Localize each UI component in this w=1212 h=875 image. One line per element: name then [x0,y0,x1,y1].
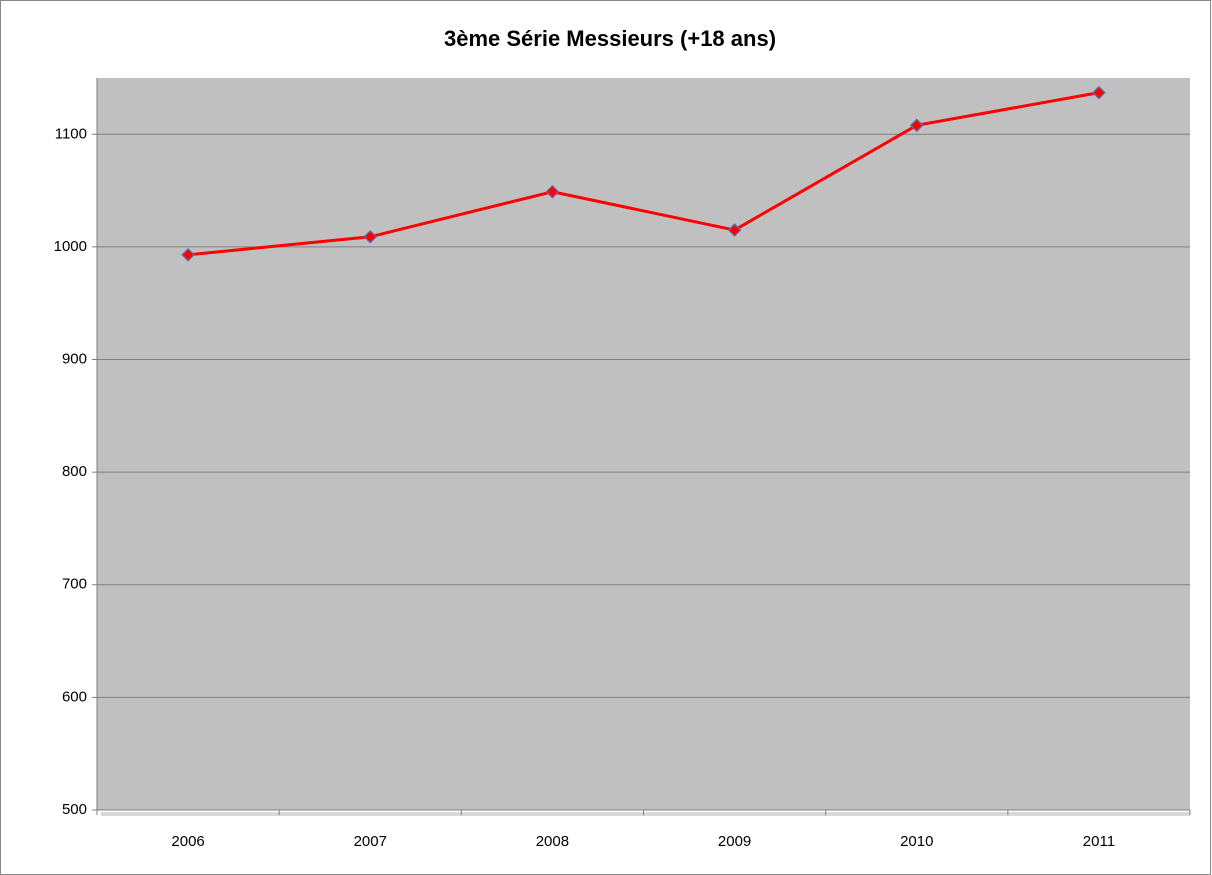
marker [909,118,924,133]
x-tick-label: 2008 [536,833,569,850]
x-tick-label: 2006 [171,833,204,850]
marker [181,247,195,262]
x-tick-label: 2010 [900,833,933,850]
plot-area [97,78,1190,810]
marker [727,223,742,237]
y-tick-label: 900 [62,351,87,368]
y-tick-label: 800 [62,463,87,480]
x-tick-label: 2009 [718,833,751,850]
chart-title: 3ème Série Messieurs (+18 ans) [444,26,776,51]
y-tick-label: 500 [62,801,87,818]
marker [1092,85,1106,100]
y-tick-label: 1100 [55,125,87,142]
x-tick-label: 2011 [1083,833,1115,850]
line [187,91,1100,257]
y-tick-label: 700 [62,576,87,593]
y-tick-label: 600 [62,688,87,705]
y-tick-label: 1000 [54,238,87,255]
x-tick-label: 2007 [354,833,387,850]
marker [545,184,560,199]
marker [363,229,378,244]
